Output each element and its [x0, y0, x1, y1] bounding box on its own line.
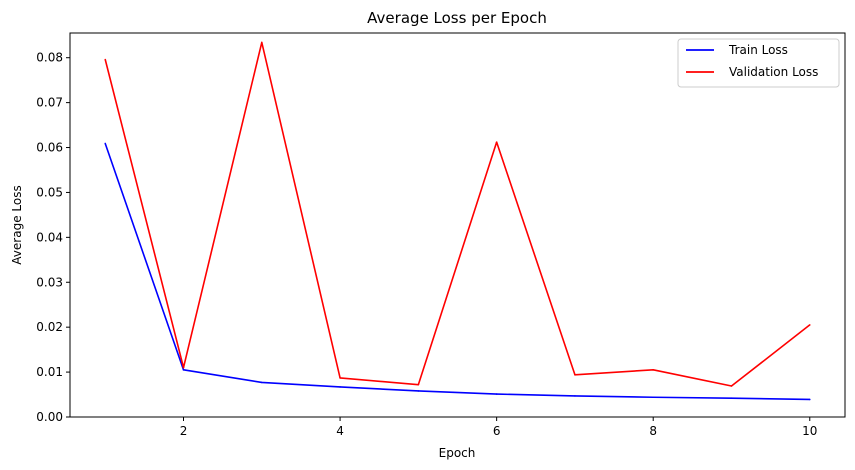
plot-area [104, 41, 811, 401]
data-point-train-loss [417, 390, 420, 392]
y-tick-label: 0.00 [36, 410, 63, 424]
x-tick-label: 8 [649, 424, 657, 438]
legend-box [677, 38, 840, 88]
legend-label-train-loss: Train Loss [728, 43, 788, 57]
x-tick-label: 6 [493, 424, 501, 438]
y-tick-label: 0.02 [36, 320, 63, 334]
data-point-train-loss [730, 397, 733, 399]
chart-title: Average Loss per Epoch [367, 9, 547, 27]
data-point-validation-loss [730, 385, 733, 387]
x-tick-label: 4 [336, 424, 344, 438]
data-point-train-loss [495, 393, 498, 395]
y-tick-label: 0.04 [36, 230, 63, 244]
data-point-train-loss [260, 381, 263, 384]
data-point-train-loss [182, 369, 185, 371]
y-tick-label: 0.07 [36, 96, 63, 110]
plot-frame [69, 32, 846, 418]
y-tick-label: 0.06 [36, 141, 63, 155]
data-point-validation-loss [339, 377, 341, 379]
data-point-train-loss [808, 398, 811, 401]
data-point-validation-loss [652, 369, 655, 371]
data-point-train-loss [652, 396, 655, 399]
y-tick-label: 0.08 [36, 51, 63, 65]
data-point-validation-loss [574, 373, 576, 376]
y-tick-label: 0.05 [36, 185, 63, 199]
series-line-validation-loss [104, 41, 811, 387]
data-point-validation-loss [417, 383, 420, 386]
legend-label-validation-loss: Validation Loss [729, 65, 818, 79]
x-tick-label: 2 [180, 424, 188, 438]
y-tick-label: 0.03 [36, 275, 63, 289]
data-point-validation-loss [260, 41, 263, 44]
x-tick-label: 10 [802, 424, 817, 438]
series-line-train-loss [104, 143, 810, 401]
data-point-train-loss [574, 395, 576, 397]
data-point-train-loss [104, 142, 107, 145]
x-axis-label: Epoch [439, 446, 476, 460]
data-point-validation-loss [182, 366, 185, 369]
y-tick-label: 0.01 [36, 365, 63, 379]
data-point-validation-loss [104, 58, 107, 61]
axis-ticks: 2 4 6 8 10 0.00 0.01 0.02 0.03 0.04 0.05 0.06 0.07 0.… [36, 51, 817, 438]
legend: Train Loss Validation Loss [677, 38, 840, 88]
y-axis-label: Average Loss [10, 185, 24, 264]
data-point-train-loss [339, 386, 341, 388]
data-point-validation-loss [495, 141, 498, 143]
data-point-validation-loss [808, 324, 811, 326]
